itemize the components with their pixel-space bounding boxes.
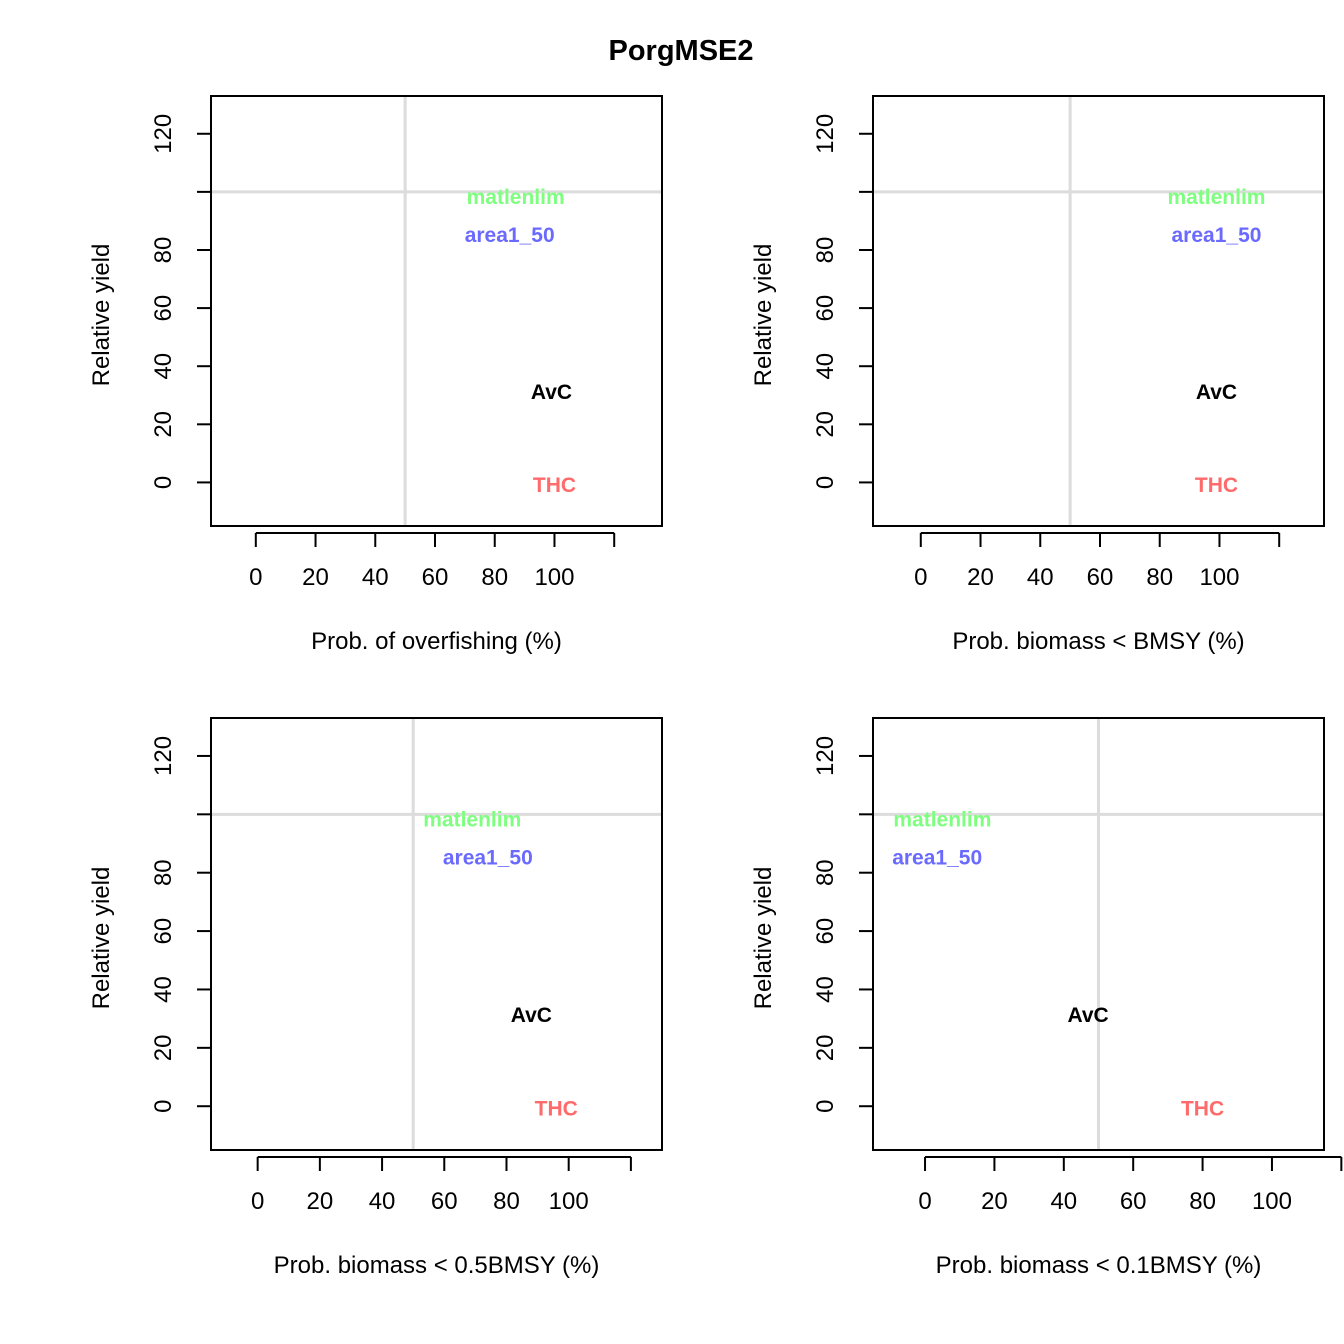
x-tick-label: 0	[914, 564, 927, 591]
point-label-avc: AvC	[1067, 1004, 1108, 1027]
x-tick-label: 100	[549, 1188, 589, 1215]
x-tick-label: 80	[1146, 564, 1173, 591]
point-label-matlenlim: matlenlim	[423, 809, 521, 832]
x-tick-label: 0	[251, 1188, 264, 1215]
y-tick-label: 120	[812, 114, 839, 154]
point-label-area1-50: area1_50	[443, 847, 533, 870]
point-label-matlenlim: matlenlim	[893, 809, 991, 832]
x-tick-label: 40	[1027, 564, 1054, 591]
y-tick-label: 0	[150, 476, 177, 489]
y-tick-label: 80	[150, 237, 177, 264]
y-tick-label: 0	[812, 476, 839, 489]
point-label-thc: THC	[533, 474, 576, 497]
x-tick-label: 20	[967, 564, 994, 591]
point-label-avc: AvC	[531, 381, 572, 404]
x-axis-label: Prob. biomass < 0.1BMSY (%)	[936, 1252, 1262, 1279]
panel-4: 0 20 40 60 80 100 Prob. biomass < 0.1BMSY (%) 0…	[750, 717, 1343, 1279]
x-tick-label: 0	[918, 1188, 931, 1215]
point-label-thc: THC	[1195, 474, 1238, 497]
point-label-matlenlim: matlenlim	[1167, 186, 1265, 209]
x-tick-label: 60	[1087, 564, 1114, 591]
x-axis-label: Prob. of overfishing (%)	[311, 628, 562, 655]
y-tick-label: 80	[812, 237, 839, 264]
x-tick-label: 20	[981, 1188, 1008, 1215]
y-tick-label: 0	[150, 1100, 177, 1113]
y-axis-label: Relative yield	[750, 867, 777, 1010]
x-tick-label: 60	[431, 1188, 458, 1215]
panel-2: 0 20 40 60 80 100 Prob. biomass < BMSY (%) 0 20 4…	[750, 95, 1325, 655]
plot-frame	[210, 95, 663, 527]
y-tick-label: 40	[812, 976, 839, 1003]
y-tick-label: 40	[150, 976, 177, 1003]
point-label-thc: THC	[535, 1098, 578, 1121]
point-label-avc: AvC	[1196, 381, 1237, 404]
y-axis-label: Relative yield	[88, 867, 115, 1010]
panel-1: 0 20 40 60 80 100 Prob. of overfishing (%) 0 20 4…	[88, 95, 663, 655]
y-axis-label: Relative yield	[750, 244, 777, 387]
y-tick-label: 20	[812, 1034, 839, 1061]
y-tick-label: 60	[812, 295, 839, 322]
x-axis-label: Prob. biomass < 0.5BMSY (%)	[274, 1252, 600, 1279]
y-tick-label: 20	[812, 411, 839, 438]
y-tick-label: 40	[812, 353, 839, 380]
plot-frame	[210, 717, 663, 1151]
point-label-area1-50: area1_50	[1172, 224, 1262, 247]
figure-title: PorgMSE2	[608, 35, 753, 67]
y-tick-label: 80	[812, 859, 839, 886]
x-tick-label: 100	[1199, 564, 1239, 591]
point-label-area1-50: area1_50	[465, 224, 555, 247]
x-tick-label: 80	[493, 1188, 520, 1215]
x-tick-label: 40	[1050, 1188, 1077, 1215]
x-tick-label: 20	[302, 564, 329, 591]
x-tick-label: 100	[1252, 1188, 1292, 1215]
y-tick-label: 120	[150, 114, 177, 154]
point-label-area1-50: area1_50	[892, 847, 982, 870]
x-tick-label: 100	[534, 564, 574, 591]
y-tick-label: 40	[150, 353, 177, 380]
y-axis-label: Relative yield	[88, 244, 115, 387]
x-tick-label: 20	[307, 1188, 334, 1215]
y-tick-label: 60	[812, 918, 839, 945]
y-tick-label: 0	[812, 1100, 839, 1113]
x-tick-label: 0	[249, 564, 262, 591]
panel-3: 0 20 40 60 80 100 Prob. biomass < 0.5BMSY (%) 0…	[88, 717, 663, 1279]
y-tick-label: 20	[150, 411, 177, 438]
panels-container: 0 20 40 60 80 100 Prob. of overfishing (%) 0 20 4…	[88, 95, 1343, 1279]
point-label-avc: AvC	[511, 1004, 552, 1027]
x-tick-label: 40	[362, 564, 389, 591]
x-tick-label: 60	[422, 564, 449, 591]
x-tick-label: 40	[369, 1188, 396, 1215]
x-tick-label: 80	[481, 564, 508, 591]
y-tick-label: 120	[150, 736, 177, 776]
y-tick-label: 60	[150, 918, 177, 945]
x-tick-label: 60	[1120, 1188, 1147, 1215]
plot-frame	[872, 95, 1325, 527]
y-tick-label: 120	[812, 736, 839, 776]
x-tick-label: 80	[1189, 1188, 1216, 1215]
point-label-matlenlim: matlenlim	[467, 186, 565, 209]
y-tick-label: 60	[150, 295, 177, 322]
x-axis-label: Prob. biomass < BMSY (%)	[952, 628, 1244, 655]
y-tick-label: 80	[150, 859, 177, 886]
y-tick-label: 20	[150, 1034, 177, 1061]
point-label-thc: THC	[1181, 1098, 1224, 1121]
